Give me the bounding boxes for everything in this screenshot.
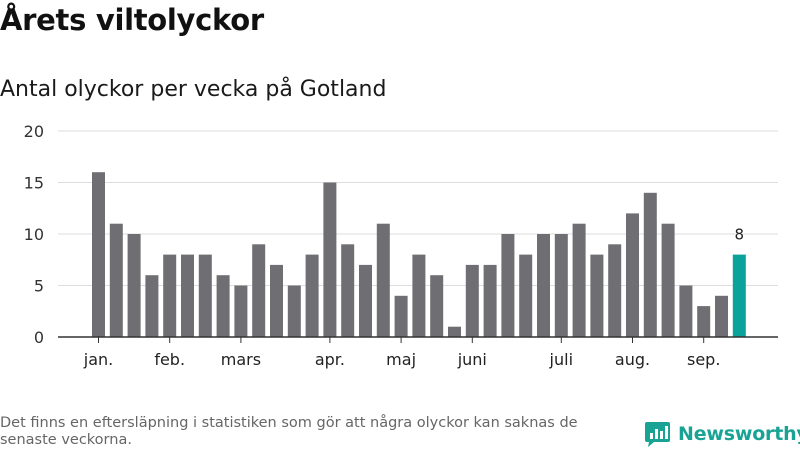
bar[interactable] [715, 295, 728, 337]
bar[interactable] [109, 223, 123, 337]
x-tick-label: maj [386, 350, 416, 369]
bar[interactable] [465, 264, 479, 337]
bar[interactable] [626, 213, 639, 337]
y-axis-ticks: 0 5 10 15 20 [24, 122, 44, 347]
bar[interactable] [483, 264, 497, 337]
bar[interactable] [127, 234, 141, 337]
bar[interactable] [181, 254, 194, 337]
brand-name: Newsworthy [678, 422, 800, 445]
bar[interactable] [216, 275, 230, 337]
x-tick-label: apr. [315, 350, 345, 369]
bar[interactable] [448, 326, 461, 337]
x-tick-label: mars [221, 350, 261, 369]
bar-current-week[interactable] [732, 254, 746, 337]
bar[interactable] [537, 234, 550, 337]
newsworthy-logo[interactable]: Newsworthy [644, 420, 800, 447]
bar[interactable] [519, 254, 533, 337]
footnote: Det finns en eftersläpning i statistiken… [0, 415, 578, 448]
bars: 8 [92, 172, 746, 337]
y-tick-label: 10 [24, 225, 44, 244]
bar[interactable] [92, 172, 105, 337]
bar-chart-logo-icon [645, 422, 670, 447]
bar[interactable] [697, 306, 711, 337]
bar[interactable] [163, 254, 177, 337]
bar[interactable] [305, 254, 319, 337]
bar[interactable] [572, 223, 586, 337]
x-tick-label: feb. [154, 350, 185, 369]
bar[interactable] [394, 295, 408, 337]
bar[interactable] [608, 244, 622, 337]
bar[interactable] [145, 275, 159, 337]
bar[interactable] [643, 192, 657, 337]
bar[interactable] [430, 275, 444, 337]
y-tick-label: 0 [34, 328, 44, 347]
bar[interactable] [234, 285, 248, 338]
x-tick-label: jan. [83, 350, 113, 369]
data-label: 8 [735, 226, 745, 244]
y-tick-label: 5 [34, 277, 44, 296]
bar[interactable] [661, 223, 675, 337]
bar[interactable] [198, 254, 212, 337]
bar[interactable] [376, 223, 390, 337]
y-tick-label: 15 [24, 174, 44, 193]
bar[interactable] [252, 244, 266, 337]
bar[interactable] [554, 234, 568, 337]
bar[interactable] [323, 182, 337, 338]
x-tick-label: juli [549, 350, 573, 369]
bar[interactable] [341, 244, 355, 337]
bar[interactable] [590, 254, 604, 337]
x-axis-ticks: jan. feb. mars apr. maj juni juli aug. sep. [83, 337, 720, 369]
bar[interactable] [270, 264, 283, 337]
x-tick-label: aug. [615, 350, 650, 369]
bar[interactable] [501, 234, 515, 337]
bar[interactable] [359, 264, 372, 337]
bar[interactable] [679, 285, 693, 338]
chart-subtitle: Antal olyckor per vecka på Gotland [0, 77, 387, 102]
x-tick-label: sep. [687, 350, 720, 369]
bar-chart: 0 5 10 15 20 8 jan. feb. mars apr. maj juni juli au… [24, 122, 778, 369]
bar[interactable] [287, 285, 301, 338]
y-tick-label: 20 [24, 122, 44, 141]
chart-title: Årets viltolyckor [0, 3, 264, 37]
bar[interactable] [412, 254, 426, 337]
x-tick-label: juni [457, 350, 487, 369]
